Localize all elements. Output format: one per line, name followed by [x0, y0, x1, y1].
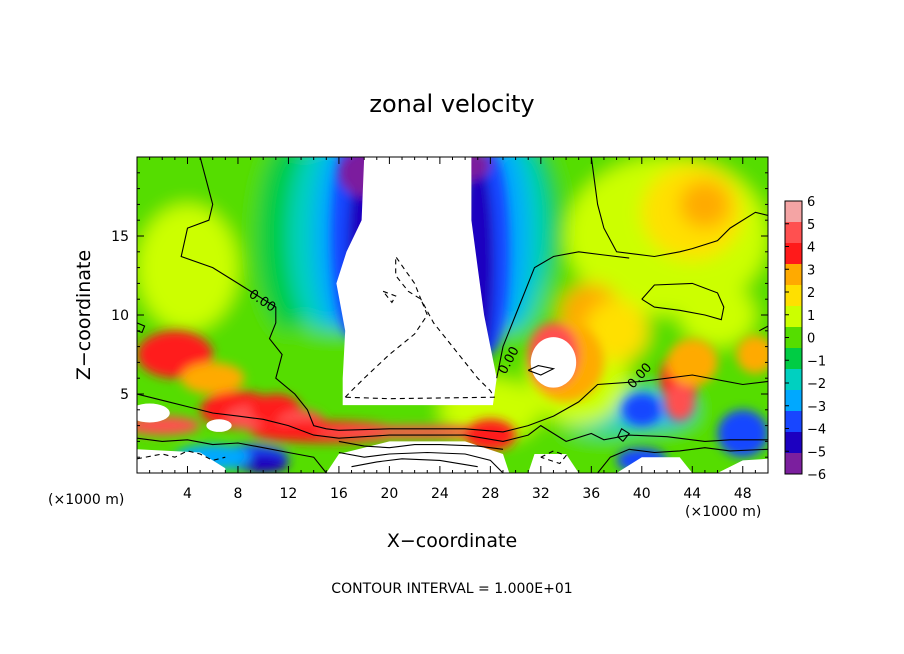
colorbar-label: 1	[807, 309, 815, 324]
x-tick-label: 44	[683, 486, 701, 502]
colorbar-swatch	[785, 432, 802, 454]
colorbar-swatch	[785, 222, 802, 244]
colorbar-swatch	[785, 264, 802, 286]
colorbar-swatch	[785, 411, 802, 433]
x-tick-label: 36	[582, 486, 600, 502]
colorbar-swatch	[785, 327, 802, 349]
colorbar-swatch	[785, 201, 802, 223]
x-tick-label: 20	[380, 486, 398, 502]
colorbar-label: −5	[807, 445, 826, 460]
x-axis-unit-right: (×1000 m)	[685, 504, 761, 520]
x-tick-label: 40	[633, 486, 651, 502]
heatmap-field	[137, 157, 768, 473]
x-tick-label: 24	[431, 486, 449, 502]
chart-title: zonal velocity	[369, 90, 534, 118]
x-axis-unit-left: (×1000 m)	[48, 492, 124, 508]
x-tick-label: 48	[734, 486, 752, 502]
y-axis-label: Z−coordinate	[73, 250, 95, 380]
colorbar-swatch	[785, 348, 802, 370]
contour-interval-footer: CONTOUR INTERVAL = 1.000E+01	[331, 581, 572, 597]
colorbar-swatch	[785, 306, 802, 328]
colorbar-label: 0	[807, 332, 815, 347]
colorbar: 6 5 4 3 2 1 0 −1 −2 −3 −4 −5 −6	[784, 195, 826, 483]
y-tick-label: 15	[111, 229, 129, 245]
contour-lines	[137, 157, 768, 473]
colorbar-label: −2	[807, 377, 826, 392]
colorbar-label: −3	[807, 400, 826, 415]
colorbar-label: 2	[807, 286, 815, 301]
colorbar-label: −1	[807, 354, 826, 369]
colorbar-label: 3	[807, 263, 815, 278]
colorbar-label: 6	[807, 195, 815, 210]
x-axis-label: X−coordinate	[387, 530, 517, 552]
x-tick-label: 16	[330, 486, 348, 502]
colorbar-swatch	[785, 390, 802, 412]
x-tick-label: 28	[481, 486, 499, 502]
x-tick-label: 4	[183, 486, 192, 502]
colorbar-label: 5	[807, 218, 815, 233]
x-tick-label: 32	[532, 486, 550, 502]
x-tick-label: 8	[233, 486, 242, 502]
colorbar-swatch	[785, 285, 802, 307]
colorbar-label: −4	[807, 423, 826, 438]
colorbar-swatch	[785, 453, 802, 475]
colorbar-label: −6	[807, 468, 826, 483]
y-tick-label: 10	[111, 308, 129, 324]
colorbar-swatch	[785, 369, 802, 391]
y-tick-label: 5	[120, 387, 129, 403]
x-axis-ticks: 4 8 12 16 20 24 28 32 36 40 44 48	[149, 157, 756, 502]
x-tick-label: 12	[280, 486, 298, 502]
colorbar-label: 4	[807, 241, 815, 256]
y-axis-ticks: 5 10 15	[111, 172, 768, 458]
colorbar-swatch	[785, 243, 802, 265]
